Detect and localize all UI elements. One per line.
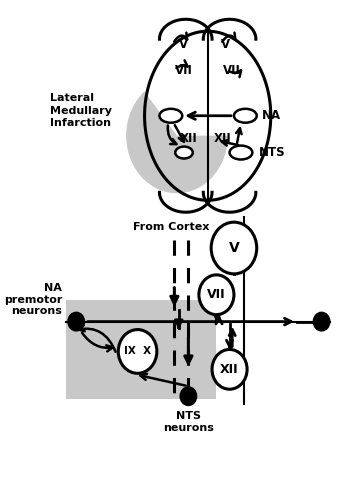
Wedge shape <box>126 92 228 194</box>
Circle shape <box>68 312 84 330</box>
Circle shape <box>118 330 157 374</box>
Ellipse shape <box>229 146 252 160</box>
Circle shape <box>212 350 247 389</box>
Text: IX  X: IX X <box>124 346 151 356</box>
Text: V: V <box>179 38 188 51</box>
Text: VII: VII <box>207 288 226 301</box>
Text: NTS: NTS <box>258 146 285 159</box>
Text: XII: XII <box>180 132 197 145</box>
Text: XII: XII <box>220 363 239 376</box>
Bar <box>66 300 216 399</box>
Text: VII: VII <box>175 64 193 78</box>
Text: NTS
neurons: NTS neurons <box>163 411 214 432</box>
Ellipse shape <box>160 109 182 122</box>
Text: V: V <box>221 38 230 51</box>
Text: V: V <box>228 241 239 255</box>
Circle shape <box>314 312 330 330</box>
Ellipse shape <box>175 146 193 158</box>
Circle shape <box>181 387 196 405</box>
Text: XII: XII <box>214 132 232 145</box>
Text: Lateral
Medullary
Infarction: Lateral Medullary Infarction <box>50 94 112 128</box>
Text: VII: VII <box>223 64 241 78</box>
Circle shape <box>199 275 234 314</box>
Ellipse shape <box>234 109 257 122</box>
Circle shape <box>211 222 257 274</box>
Text: From Cortex: From Cortex <box>133 222 209 232</box>
Text: NA: NA <box>262 110 281 122</box>
Text: NA
premotor
neurons: NA premotor neurons <box>4 283 62 316</box>
